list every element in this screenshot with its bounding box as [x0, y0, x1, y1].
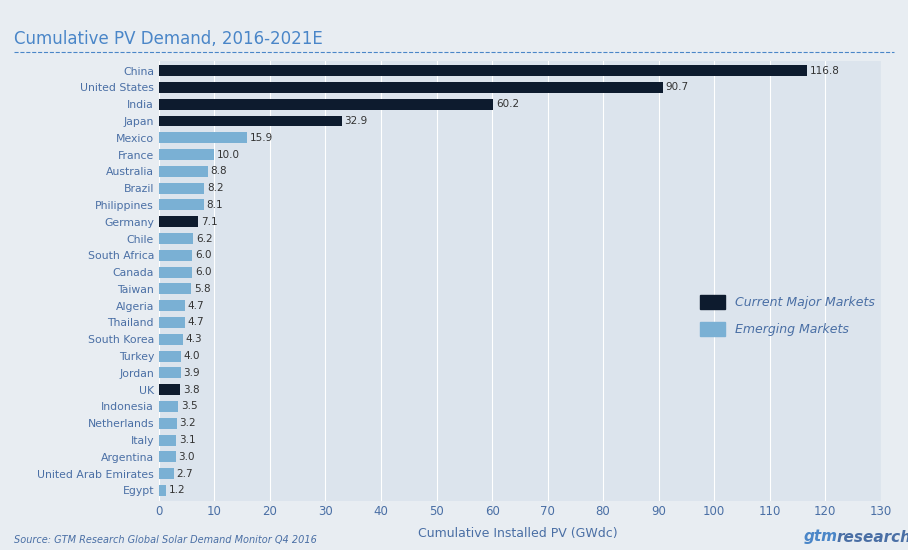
Bar — [159, 133, 247, 143]
Bar — [159, 384, 180, 395]
Bar — [159, 283, 191, 294]
Bar — [159, 116, 341, 127]
Bar — [159, 65, 807, 76]
Text: gtm: gtm — [804, 530, 837, 544]
Bar — [159, 166, 208, 177]
Bar — [159, 401, 178, 412]
Text: Cumulative PV Demand, 2016-2021E: Cumulative PV Demand, 2016-2021E — [14, 30, 322, 48]
Text: research: research — [836, 530, 908, 544]
Bar — [159, 233, 193, 244]
Text: 3.5: 3.5 — [181, 402, 198, 411]
Text: 3.2: 3.2 — [180, 418, 196, 428]
Text: Cumulative Installed PV (GWdc): Cumulative Installed PV (GWdc) — [418, 527, 617, 540]
Text: 4.0: 4.0 — [184, 351, 201, 361]
Bar — [159, 250, 192, 261]
Text: 4.3: 4.3 — [185, 334, 202, 344]
Bar — [159, 183, 204, 194]
Text: 15.9: 15.9 — [250, 133, 273, 143]
Text: 3.9: 3.9 — [183, 368, 200, 378]
Text: 3.8: 3.8 — [183, 384, 200, 395]
Legend: Current Major Markets, Emerging Markets: Current Major Markets, Emerging Markets — [700, 295, 874, 336]
Text: 7.1: 7.1 — [201, 217, 218, 227]
Text: 6.0: 6.0 — [195, 267, 212, 277]
Bar — [159, 317, 185, 328]
Text: 90.7: 90.7 — [666, 82, 688, 92]
Text: 10.0: 10.0 — [217, 150, 241, 160]
Text: 2.7: 2.7 — [177, 469, 193, 478]
Bar — [159, 82, 663, 93]
Text: 60.2: 60.2 — [496, 99, 519, 109]
Bar — [159, 452, 175, 463]
Bar — [159, 216, 198, 227]
Text: 4.7: 4.7 — [188, 317, 204, 327]
Bar — [159, 200, 204, 211]
Text: 6.0: 6.0 — [195, 250, 212, 260]
Text: 3.0: 3.0 — [178, 452, 195, 462]
Text: Source: GTM Research Global Solar Demand Monitor Q4 2016: Source: GTM Research Global Solar Demand… — [14, 535, 317, 544]
Text: 8.1: 8.1 — [207, 200, 223, 210]
Text: 32.9: 32.9 — [344, 116, 368, 126]
Text: 116.8: 116.8 — [810, 65, 840, 75]
Text: 3.1: 3.1 — [179, 435, 195, 445]
Text: 6.2: 6.2 — [196, 234, 212, 244]
Text: 1.2: 1.2 — [168, 486, 185, 496]
Bar — [159, 418, 177, 428]
Bar — [159, 367, 181, 378]
Bar — [159, 334, 183, 345]
Bar — [159, 434, 176, 446]
Bar — [159, 468, 174, 479]
Text: 8.2: 8.2 — [207, 183, 224, 193]
Bar — [159, 485, 165, 496]
Bar — [159, 350, 181, 361]
Text: 4.7: 4.7 — [188, 301, 204, 311]
Bar — [159, 300, 185, 311]
Bar — [159, 149, 214, 160]
Bar — [159, 267, 192, 278]
Text: 8.8: 8.8 — [211, 166, 227, 177]
Bar — [159, 98, 493, 109]
Text: 5.8: 5.8 — [194, 284, 211, 294]
